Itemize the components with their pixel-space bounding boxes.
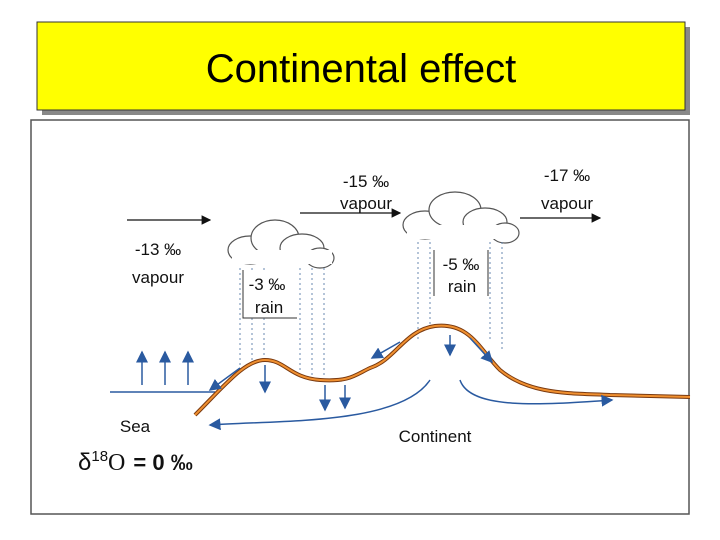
label-box bbox=[434, 250, 488, 296]
sea-label: Sea bbox=[120, 417, 151, 436]
value-label: -5 ‰ bbox=[443, 255, 480, 274]
phase-label: rain bbox=[448, 277, 476, 296]
delta-superscript: 18 bbox=[91, 448, 108, 465]
continent-label: Continent bbox=[399, 427, 472, 446]
value-label: -15 ‰ bbox=[343, 172, 389, 191]
value-label: -17 ‰ bbox=[544, 166, 590, 185]
label-box bbox=[243, 270, 295, 318]
evaporation bbox=[136, 350, 194, 385]
label-box-border bbox=[433, 250, 489, 296]
delta-label: δ18O = 0 ‰ bbox=[78, 448, 193, 476]
delta-element: O bbox=[108, 450, 125, 476]
phase-label: vapour bbox=[340, 194, 392, 213]
phase-label: rain bbox=[255, 298, 283, 317]
diagram-frame bbox=[30, 119, 690, 515]
terrain-outline bbox=[193, 323, 691, 417]
label-box-border bbox=[242, 270, 297, 319]
delta-equation: = 0 ‰ bbox=[133, 450, 192, 475]
value-label: -13 ‰ bbox=[135, 240, 181, 259]
delta-symbol: δ bbox=[78, 449, 91, 476]
cloud bbox=[402, 191, 520, 244]
phase-label: vapour bbox=[541, 194, 593, 213]
title: Continental effect bbox=[206, 47, 517, 91]
phase-label: vapour bbox=[132, 268, 184, 287]
terrain bbox=[194, 324, 691, 416]
title-box bbox=[36, 21, 686, 111]
cloud bbox=[227, 219, 335, 269]
flow-arrows bbox=[208, 335, 614, 431]
value-label: -3 ‰ bbox=[249, 275, 286, 294]
